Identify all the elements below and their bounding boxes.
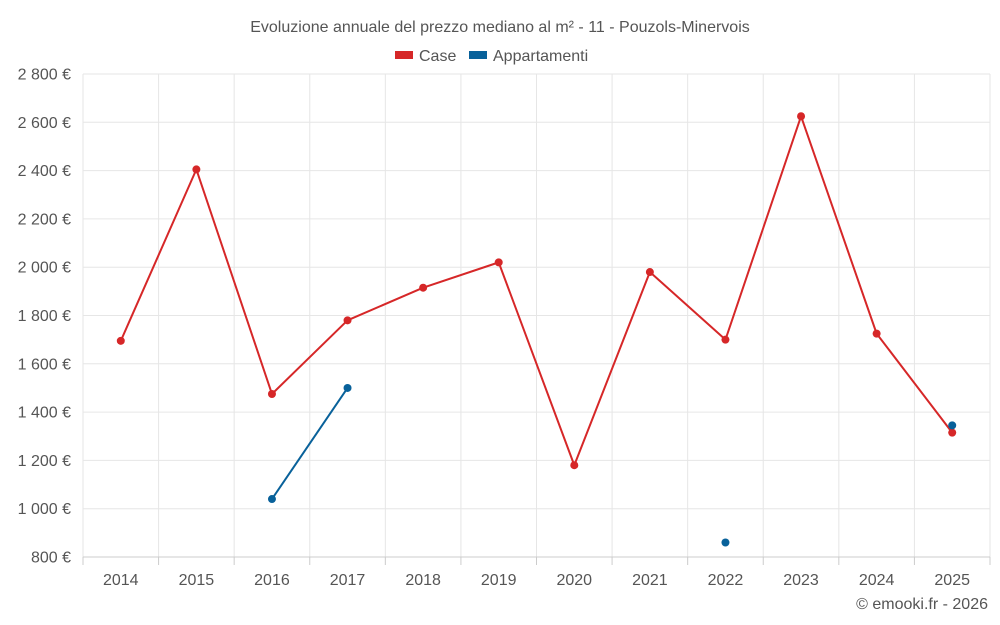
- data-point-appartamenti: [343, 383, 352, 392]
- series-appartamenti: [267, 383, 957, 547]
- data-point-case: [645, 268, 654, 277]
- data-point-case: [116, 336, 125, 345]
- y-tick-label: 800 €: [31, 550, 71, 567]
- y-tick-label: 2 400 €: [18, 163, 71, 180]
- x-tick-label: 2014: [103, 572, 139, 589]
- legend-swatch-appartamenti: [469, 51, 487, 59]
- y-tick-label: 2 800 €: [18, 67, 71, 84]
- legend-label-case[interactable]: Case: [419, 48, 456, 65]
- data-point-case: [494, 258, 503, 267]
- legend-label-appartamenti[interactable]: Appartamenti: [493, 48, 588, 65]
- grid: [82, 73, 991, 557]
- y-tick-label: 1 800 €: [18, 308, 71, 325]
- data-point-appartamenti: [267, 495, 276, 504]
- data-point-case: [721, 335, 730, 344]
- x-tick-label: 2024: [859, 572, 895, 589]
- data-point-case: [570, 461, 579, 470]
- y-tick-label: 1 200 €: [18, 453, 71, 470]
- data-point-case: [267, 389, 276, 398]
- x-tick-label: 2018: [405, 572, 441, 589]
- x-tick-label: 2025: [934, 572, 970, 589]
- x-tick-label: 2016: [254, 572, 290, 589]
- y-tick-label: 2 200 €: [18, 211, 71, 228]
- x-tick-label: 2020: [556, 572, 592, 589]
- x-tick-label: 2015: [179, 572, 215, 589]
- y-tick-label: 1 600 €: [18, 356, 71, 373]
- y-tick-label: 1 400 €: [18, 405, 71, 422]
- data-point-case: [872, 329, 881, 338]
- credit-text: © emooki.fr - 2026: [856, 596, 988, 613]
- data-point-case: [419, 283, 428, 292]
- x-tick-label: 2023: [783, 572, 819, 589]
- data-point-appartamenti: [948, 421, 957, 430]
- series-case: [116, 112, 957, 470]
- data-point-appartamenti: [721, 538, 730, 547]
- y-tick-label: 2 000 €: [18, 260, 71, 277]
- x-tick-label: 2022: [708, 572, 744, 589]
- x-tick-label: 2021: [632, 572, 668, 589]
- chart-title: Evoluzione annuale del prezzo mediano al…: [250, 19, 750, 36]
- series-line-appartamenti: [271, 387, 349, 500]
- legend-swatch-case: [395, 51, 413, 59]
- series: [116, 112, 957, 547]
- axes: 800 € 1 000 € 1 200 € 1 400 € 1 600 € 1 800 €…: [18, 67, 991, 589]
- data-point-case: [797, 112, 806, 121]
- y-tick-label: 1 000 €: [18, 501, 71, 518]
- x-tick-label: 2019: [481, 572, 517, 589]
- x-tick-label: 2017: [330, 572, 366, 589]
- data-point-case: [192, 165, 201, 174]
- series-line-case: [119, 115, 954, 467]
- data-point-case: [343, 316, 352, 325]
- legend: Case Appartamenti: [395, 48, 588, 65]
- data-point-case: [948, 428, 957, 437]
- y-tick-label: 2 600 €: [18, 115, 71, 132]
